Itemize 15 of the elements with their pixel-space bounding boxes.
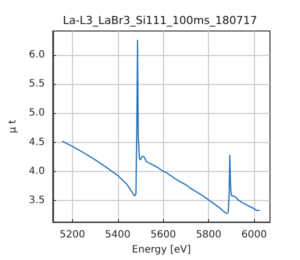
x-tick-label: 5600: [150, 230, 176, 241]
y-tick-label: 4.5: [28, 136, 45, 148]
y-axis-title: μ t: [8, 120, 18, 134]
x-axis-title: Energy [eV]: [132, 244, 191, 256]
x-tick-label: 6000: [241, 230, 267, 241]
line-series: [62, 40, 260, 214]
x-tick-label: 5200: [60, 230, 86, 241]
y-tick-label: 3.5: [28, 195, 45, 206]
x-tick-label: 5400: [105, 230, 131, 241]
chart-title: La-L3_LaBr3_Si111_100ms_180717: [62, 14, 258, 27]
x-tick-label: 5800: [196, 230, 222, 241]
y-tick-label: 5.5: [28, 78, 45, 90]
y-tick-label: 6.0: [28, 49, 45, 60]
y-tick-label: 4.0: [28, 166, 45, 177]
y-tick-label: 5.0: [28, 108, 45, 119]
